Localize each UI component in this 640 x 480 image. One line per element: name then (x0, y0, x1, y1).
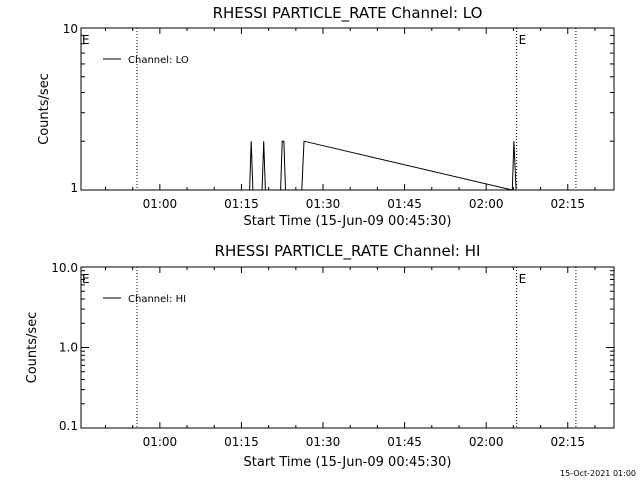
plot-frame (80, 27, 615, 191)
x-tick-label: 01:00 (143, 435, 178, 449)
x-tick-label: 01:00 (143, 197, 178, 211)
series-line (249, 140, 517, 191)
y-tick-label: 0.1 (59, 419, 78, 433)
generation-timestamp: 15-Oct-2021 01:00 (560, 469, 636, 478)
x-axis-title: Start Time (15-Jun-09 00:45:30) (244, 214, 452, 229)
y-tick-label: 1.0 (59, 341, 78, 355)
x-tick-label: 01:15 (224, 197, 259, 211)
x-axis-title: Start Time (15-Jun-09 00:45:30) (244, 455, 452, 470)
y-tick-label: 10 (63, 22, 78, 36)
x-tick-label: 01:15 (224, 435, 259, 449)
x-tick-label: 02:15 (550, 197, 585, 211)
x-tick-label: 02:15 (550, 435, 585, 449)
x-tick-label: 02:00 (469, 435, 504, 449)
event-flag: E (519, 272, 527, 286)
legend-label: Channel: HI (128, 294, 186, 305)
x-tick-label: 01:30 (306, 197, 341, 211)
x-tick-label: 01:45 (387, 197, 422, 211)
y-axis-title: Counts/sec (37, 73, 52, 145)
legend-label: Channel: LO (128, 55, 189, 66)
chart-title: RHESSI PARTICLE_RATE Channel: LO (213, 4, 483, 23)
plot-frame (80, 266, 615, 429)
x-tick-label: 01:45 (387, 435, 422, 449)
y-tick-label: 1 (70, 181, 78, 195)
event-flag: E (82, 272, 90, 286)
event-flag: E (519, 33, 527, 47)
y-tick-label: 10.0 (51, 261, 78, 275)
x-tick-label: 01:30 (306, 435, 341, 449)
event-flag: E (82, 33, 90, 47)
hi-channel-chart: RHESSI PARTICLE_RATE Channel: HI E E 01:00 0… (25, 242, 615, 470)
lo-channel-chart: RHESSI PARTICLE_RATE Channel: LO E E 01:00 0… (37, 4, 615, 229)
x-tick-label: 02:00 (469, 197, 504, 211)
chart-title: RHESSI PARTICLE_RATE Channel: HI (215, 242, 481, 261)
y-axis-title: Counts/sec (25, 312, 40, 384)
